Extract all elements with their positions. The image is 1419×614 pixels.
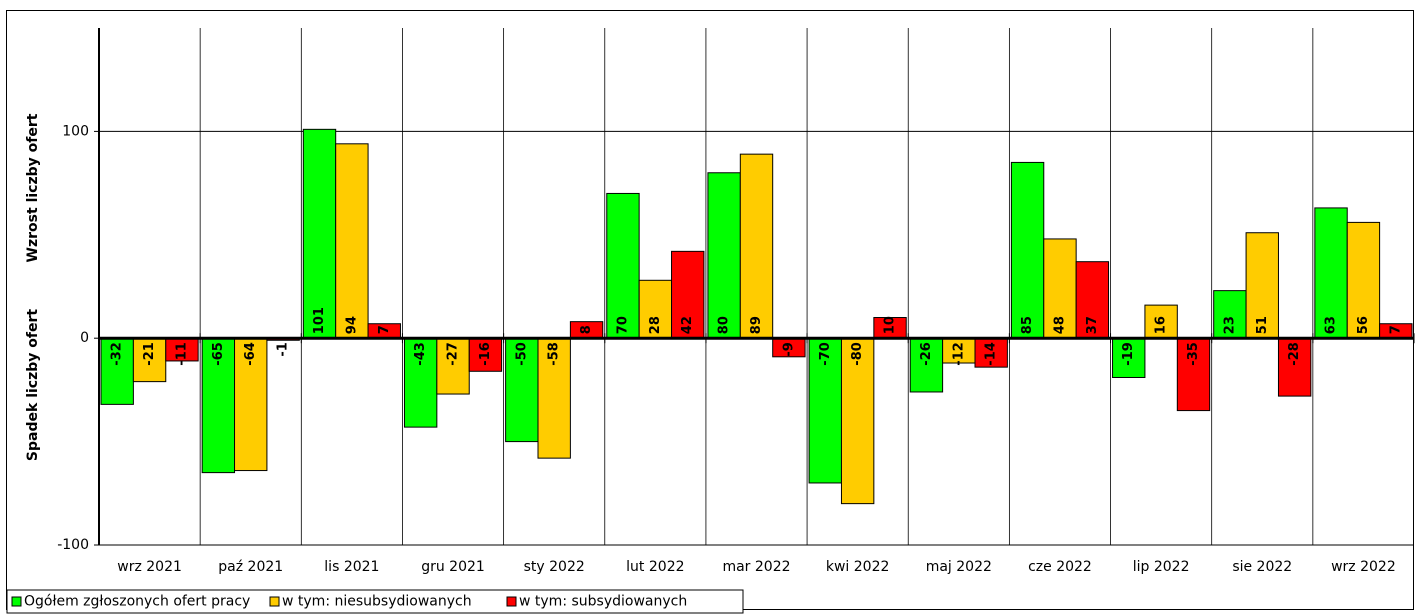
data-label: -1 [276, 342, 291, 356]
data-label: 10 [883, 316, 898, 334]
legend-label: w tym: subsydiowanych [519, 594, 687, 610]
data-label: 56 [1356, 316, 1371, 334]
data-label: -35 [1186, 342, 1201, 366]
x-tick-label: wrz 2022 [1331, 559, 1396, 575]
y-axis-label-top: Wzrost liczby ofert [25, 113, 41, 262]
data-label: -58 [547, 342, 562, 366]
bars-group [100, 128, 1413, 505]
bar-2-wrz-2022 [1346, 221, 1381, 339]
x-tick-label: mar 2022 [722, 559, 790, 575]
x-tick-label: maj 2022 [926, 559, 992, 575]
x-tick-label: lut 2022 [626, 559, 684, 575]
y-axis-label-bottom: Spadek liczby ofert [25, 309, 41, 461]
data-label: 42 [680, 316, 695, 334]
data-label: 94 [344, 316, 359, 334]
bar-1-gru-2021 [403, 337, 438, 428]
bar-1-sie-2022 [1213, 290, 1247, 339]
data-label: -12 [951, 342, 966, 366]
legend-label: Ogółem zgłoszonych ofert pracy [24, 594, 250, 610]
bar-1-mar-2022 [707, 172, 741, 339]
x-tick-label: sie 2022 [1232, 559, 1292, 575]
data-label: 28 [648, 316, 663, 334]
data-label: -80 [850, 342, 865, 366]
bar-2-lis-2021 [335, 143, 369, 339]
x-tick-label: lip 2022 [1133, 559, 1190, 575]
x-tick-label: kwi 2022 [826, 559, 890, 575]
data-label: 8 [579, 325, 594, 334]
bar-1-kwi-2022 [808, 337, 842, 484]
data-label: -28 [1287, 342, 1302, 366]
bar-3-lip-2022 [1176, 337, 1211, 412]
data-label: 63 [1324, 316, 1339, 334]
data-label: -19 [1121, 342, 1136, 366]
bar-1-lis-2021 [302, 128, 337, 339]
legend-swatch [506, 596, 517, 607]
data-label: -9 [781, 342, 796, 356]
legend: Ogółem zgłoszonych ofert pracy w tym: nie… [6, 589, 744, 614]
data-label: -32 [110, 342, 125, 366]
bar-1-lip-2022 [1112, 337, 1146, 378]
data-label: -11 [174, 342, 189, 366]
value-labels-group: -32 -65 101 -43 -50 70 80 -70 -26 85 -19 23 63 -21 -64… [110, 307, 1404, 366]
data-label: -50 [514, 342, 529, 366]
y-tick-label: 100 [62, 123, 89, 139]
data-label: -64 [243, 342, 258, 366]
bar-2-kwi-2022 [840, 337, 875, 505]
x-tick-label: paź 2021 [218, 559, 283, 575]
bar-2-lut-2022 [638, 279, 673, 339]
data-label: 16 [1154, 316, 1169, 334]
bar-1-lut-2022 [606, 192, 640, 339]
data-label: -21 [142, 342, 157, 366]
data-label: 51 [1255, 316, 1270, 334]
data-label: -27 [446, 342, 461, 366]
data-label: -70 [818, 342, 833, 366]
axes-group: 100 0 -100 wrz 2021 paź 2021 lis 2021 gru 2021… [57, 28, 1415, 575]
bar-1-paź-2021 [201, 337, 236, 474]
bar-2-paź-2021 [234, 337, 268, 472]
bar-2-cze-2022 [1043, 238, 1077, 339]
y-tick-label: -100 [57, 537, 89, 553]
data-label: 101 [312, 307, 327, 334]
data-label: -43 [413, 342, 428, 366]
data-label: 48 [1052, 316, 1067, 334]
x-tick-label: cze 2022 [1028, 559, 1092, 575]
bar-1-wrz-2022 [1314, 207, 1348, 339]
x-tick-label: sty 2022 [524, 559, 585, 575]
legend-label: w tym: niesubsydiowanych [282, 594, 472, 610]
bar-3-maj-2022 [974, 337, 1008, 368]
bar-1-sty-2022 [505, 337, 539, 443]
x-tick-label: gru 2021 [421, 559, 485, 575]
bar-2-mar-2022 [739, 153, 774, 339]
data-label: 7 [377, 325, 392, 334]
legend-swatch [269, 596, 280, 607]
data-label: -65 [211, 342, 226, 366]
data-label: 89 [749, 316, 764, 334]
data-label: -26 [919, 342, 934, 366]
bar-1-maj-2022 [909, 337, 944, 393]
data-label: 80 [717, 316, 732, 334]
y-tick-label: 0 [80, 330, 89, 346]
data-label: 85 [1020, 316, 1035, 334]
data-label: 7 [1388, 325, 1403, 334]
data-label: 37 [1085, 316, 1100, 334]
x-tick-label: lis 2021 [324, 559, 379, 575]
data-label: -16 [478, 342, 493, 366]
data-label: 23 [1222, 316, 1237, 334]
legend-swatch [11, 596, 22, 607]
x-tick-label: wrz 2021 [117, 559, 182, 575]
bar-1-cze-2022 [1010, 161, 1045, 339]
legend-box [6, 589, 744, 614]
bar-2-lip-2022 [1144, 304, 1178, 339]
data-label: 70 [615, 316, 630, 334]
data-label: -14 [984, 342, 999, 366]
